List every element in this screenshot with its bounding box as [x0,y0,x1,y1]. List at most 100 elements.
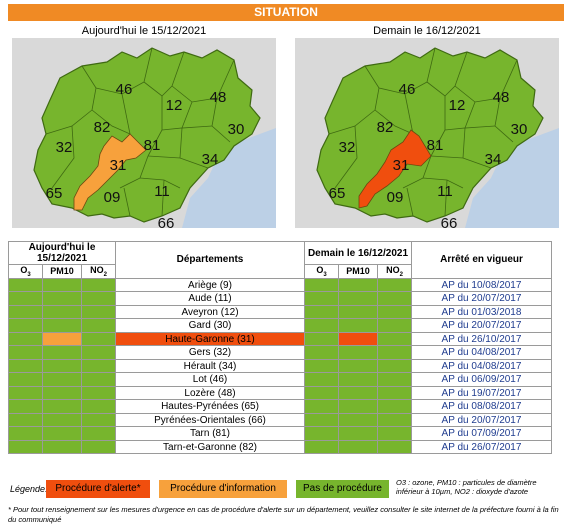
arrete-link[interactable]: AP du 26/07/2017 [411,439,552,455]
table-row: Gard (30) AP du 20/07/2017 [8,318,552,333]
department-number: 65 [329,185,346,202]
tomorrow-o3-cell [304,372,339,387]
tomorrow-o3-cell [304,426,339,441]
arrete-header: Arrêté en vigueur [411,241,552,279]
department-number: 34 [202,151,219,168]
today-o3-cell [8,426,43,441]
table-row: Pyrénées-Orientales (66) AP du 20/07/2017 [8,412,552,428]
pollutant-header-pm10: PM10 [42,264,82,279]
department-border [147,127,183,159]
today-o3-cell [8,291,43,306]
department-number: 09 [104,189,121,206]
tomorrow-no2-cell [377,439,412,455]
department-border [123,187,131,217]
today-no2-cell [81,345,116,360]
pollutant-header-no2: NO2 [81,264,116,279]
table-row: Hautes-Pyrénées (65) AP du 08/08/2017 [8,399,552,414]
arrete-link[interactable]: AP du 04/08/2017 [411,358,552,374]
tomorrow-no2-cell [377,304,412,320]
pollutant-header-pm10: PM10 [338,264,378,279]
department-name: Aude (11) [115,291,305,306]
tomorrow-o3-cell [304,345,339,360]
today-o3-cell [8,331,43,347]
department-number: 09 [387,189,404,206]
arrete-link[interactable]: AP du 07/09/2017 [411,426,552,441]
legend-none: Pas de procédure [296,480,389,498]
today-o3-cell [8,318,43,333]
tomorrow-pm10-cell [338,345,378,360]
tomorrow-o3-cell [304,385,339,401]
tomorrow-header: Demain le 16/12/2021 [304,241,412,265]
tomorrow-no2-cell [377,277,412,293]
tomorrow-o3-cell [304,318,339,333]
department-name: Tarn-et-Garonne (82) [115,439,305,455]
arrete-link[interactable]: AP du 20/07/2017 [411,318,552,333]
table-row: Gers (32) AP du 04/08/2017 [8,345,552,360]
today-pm10-cell [42,277,82,293]
tomorrow-no2-cell [377,426,412,441]
today-no2-cell [81,399,116,414]
arrete-link[interactable]: AP du 10/08/2017 [411,277,552,293]
department-border [374,109,414,135]
today-no2-cell [81,277,116,293]
department-number: 81 [144,137,161,154]
department-border [422,155,432,179]
tomorrow-o3-cell [304,291,339,306]
map-panel-today: Aujourd'hui le 15/12/2021 46 48 12 82 30 32 81… [8,22,280,234]
today-no2-cell [81,412,116,428]
today-o3-cell [8,358,43,374]
department-border [51,125,75,189]
arrete-link[interactable]: AP du 19/07/2017 [411,385,552,401]
department-border [430,127,466,159]
today-pm10-cell [42,439,82,455]
department-border [161,179,165,217]
table-row: Hérault (34) AP du 04/08/2017 [8,358,552,374]
department-border [91,109,131,135]
department-border [426,47,436,83]
arrete-link[interactable]: AP du 04/08/2017 [411,345,552,360]
tomorrow-pm10-cell [338,372,378,387]
today-pm10-cell [42,372,82,387]
today-o3-cell [8,277,43,293]
department-name: Pyrénées-Orientales (66) [115,412,305,428]
table-row: Lozère (48) AP du 19/07/2017 [8,385,552,401]
tomorrow-no2-cell [377,399,412,414]
department-number: 31 [393,157,410,174]
today-no2-cell [81,372,116,387]
department-number: 12 [166,97,183,114]
tomorrow-pm10-cell [338,412,378,428]
tomorrow-no2-cell [377,412,412,428]
tomorrow-no2-cell [377,358,412,374]
department-number: 48 [493,89,510,106]
department-number: 11 [154,183,170,200]
arrete-link[interactable]: AP du 20/07/2017 [411,291,552,306]
map-today: 46 48 12 82 30 32 81 34 31 65 09 11 66 [12,38,276,228]
arrete-link[interactable]: AP du 01/03/2018 [411,304,552,320]
today-no2-cell [81,291,116,306]
footnote: * Pour tout renseignement sur les mesure… [8,505,559,524]
department-border [143,47,153,83]
today-no2-cell [81,358,116,374]
arrete-link[interactable]: AP du 26/10/2017 [411,331,552,347]
department-border [444,179,448,217]
department-border [171,59,235,103]
department-name: Tarn (81) [115,426,305,441]
today-pm10-cell [42,412,82,428]
map-tomorrow: 46 48 12 82 30 32 81 34 31 65 09 11 66 [295,38,559,228]
today-o3-cell [8,345,43,360]
arrete-link[interactable]: AP du 20/07/2017 [411,412,552,428]
department-border [143,51,185,97]
department-border [334,125,358,189]
arrete-link[interactable]: AP du 06/09/2017 [411,372,552,387]
tomorrow-pm10-cell [338,426,378,441]
department-number: 66 [441,215,458,228]
department-border [406,187,414,217]
department-number: 34 [485,151,502,168]
table-row: Aude (11) AP du 20/07/2017 [8,291,552,306]
tomorrow-pm10-cell [338,358,378,374]
tomorrow-pm10-cell [338,304,378,320]
arrete-link[interactable]: AP du 08/08/2017 [411,399,552,414]
today-o3-cell [8,304,43,320]
today-no2-cell [81,426,116,441]
today-o3-cell [8,439,43,455]
